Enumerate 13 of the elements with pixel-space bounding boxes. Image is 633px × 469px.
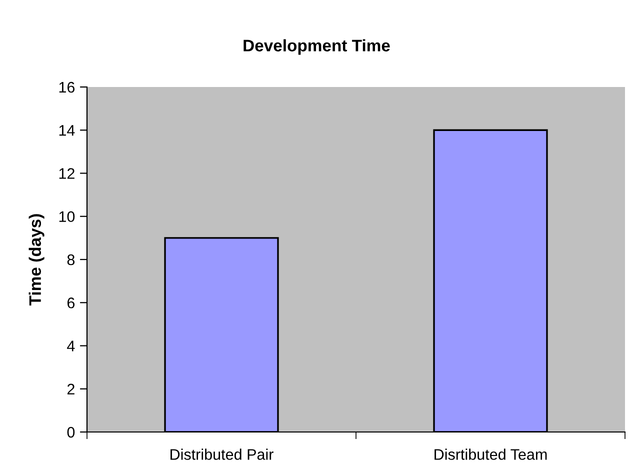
y-tick-label: 0 (67, 426, 75, 438)
chart-title: Development Time (244, 39, 390, 55)
y-tick-label: 14 (59, 125, 75, 136)
y-tick-label: 16 (59, 82, 75, 93)
y-tick-label: 6 (67, 297, 75, 308)
y-tick-label: 12 (59, 168, 74, 179)
x-tick-label: Disrtibuted Team (434, 448, 547, 460)
y-tick-label: 2 (67, 384, 74, 394)
x-tick-label: Distributed Pair (170, 448, 274, 460)
y-tick-label: 8 (67, 254, 75, 266)
y-tick-label: 4 (67, 340, 75, 352)
y-axis-title: Time (days) (28, 214, 44, 306)
y-tick-label: 10 (59, 211, 75, 222)
